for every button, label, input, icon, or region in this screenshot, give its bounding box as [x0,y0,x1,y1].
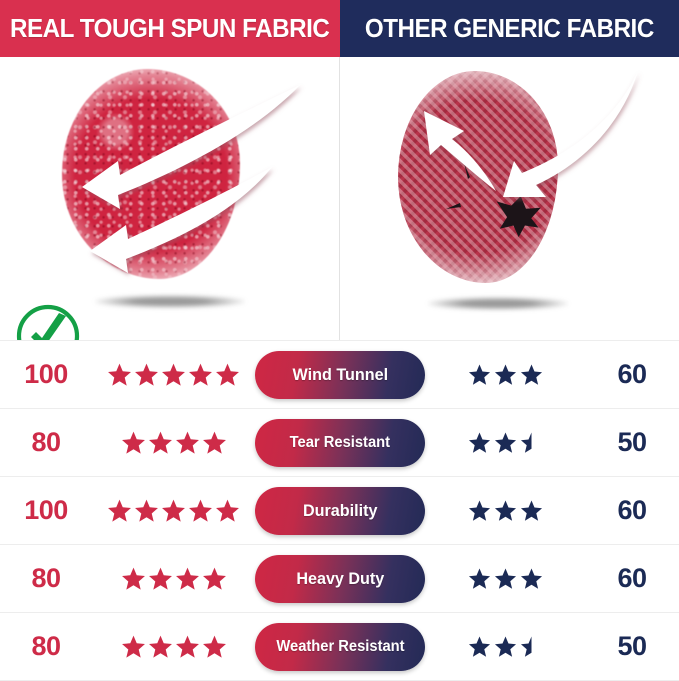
feature-pill[interactable]: Wind Tunnel [255,350,425,399]
green-check-circle-icon [16,304,80,340]
spun-fabric-swatch-icon [62,69,240,279]
real-star-rating [92,634,255,659]
feature-label: Tear Resistant [289,433,391,451]
star-icon [520,364,542,385]
other-star-rating [425,431,585,454]
other-star-rating [425,635,585,658]
star-icon [468,432,490,453]
feature-pill[interactable]: Heavy Duty [255,554,425,603]
other-star-rating [425,499,585,522]
star-icon [494,636,516,657]
feature-label: Heavy Duty [296,568,384,588]
star-icon [468,568,490,589]
other-score: 50 [617,631,647,661]
real-score: 80 [31,563,61,593]
real-star-rating [92,566,255,591]
panel-real-fabric [0,57,340,340]
star-icon [189,363,212,386]
header-title-other: OTHER GENERIC FABRIC [365,13,654,43]
feature-comparison-table: 100 Wind Tunnel 60 80 Tear Resistant 50 100 Dur… [0,340,679,681]
star-icon [468,636,490,657]
star-icon [148,431,172,454]
header-bar: REAL TOUGH SPUN FABRIC OTHER GENERIC FAB… [0,0,679,57]
star-icon [494,568,516,589]
star-icon [162,499,185,522]
table-row: 100 Wind Tunnel 60 [0,340,679,408]
generic-fabric-swatch-icon [398,71,558,283]
feature-pill[interactable]: Tear Resistant [255,418,425,467]
star-icon [121,431,145,454]
panel-generic-fabric [340,57,679,340]
table-row: 80 Tear Resistant 50 [0,408,679,476]
star-icon [121,567,145,590]
star-icon [520,568,542,589]
star-icon [175,431,199,454]
real-star-rating [92,430,255,455]
star-icon [216,499,239,522]
feature-label: Wind Tunnel [292,364,388,384]
fabric-shadow [428,297,568,310]
other-score: 60 [617,563,647,593]
star-icon [202,635,226,658]
half-star-icon [520,636,531,657]
star-icon [175,635,199,658]
star-icon [135,363,158,386]
feature-pill-wrap: Heavy Duty [255,554,425,603]
fabric-shadow [95,295,245,308]
header-cell-real: REAL TOUGH SPUN FABRIC [0,0,340,57]
star-icon [202,567,226,590]
other-star-rating [425,363,585,386]
real-star-rating [92,498,255,523]
real-score: 100 [24,359,68,389]
star-icon [468,364,490,385]
star-icon [494,500,516,521]
other-score: 50 [617,427,647,457]
table-row: 80 Heavy Duty 60 [0,544,679,612]
star-icon [135,499,158,522]
star-icon [162,363,185,386]
comparison-panels [0,57,679,340]
half-star-icon [520,432,531,453]
feature-pill-wrap: Tear Resistant [255,418,425,467]
star-icon [216,363,239,386]
star-icon [189,499,212,522]
star-icon [148,567,172,590]
feature-pill[interactable]: Weather Resistant [255,622,425,671]
table-row: 80 Weather Resistant 50 [0,612,679,681]
star-icon [494,432,516,453]
feature-pill[interactable]: Durability [255,486,425,535]
feature-pill-wrap: Weather Resistant [255,622,425,671]
feature-pill-wrap: Durability [255,486,425,535]
star-icon [468,500,490,521]
other-score: 60 [617,359,647,389]
star-icon [520,500,542,521]
table-row: 100 Durability 60 [0,476,679,544]
star-icon [121,635,145,658]
star-icon [494,364,516,385]
real-score: 80 [31,427,61,457]
real-score: 100 [24,495,68,525]
other-star-rating [425,567,585,590]
star-icon [175,567,199,590]
star-icon [108,499,131,522]
feature-pill-wrap: Wind Tunnel [255,350,425,399]
header-cell-other: OTHER GENERIC FABRIC [340,0,679,57]
star-icon [148,635,172,658]
header-title-real: REAL TOUGH SPUN FABRIC [10,13,330,43]
real-star-rating [92,362,255,387]
star-icon [108,363,131,386]
real-score: 80 [31,631,61,661]
star-icon [202,431,226,454]
feature-label: Durability [302,500,378,520]
other-score: 60 [617,495,647,525]
feature-label: Weather Resistant [275,637,405,655]
